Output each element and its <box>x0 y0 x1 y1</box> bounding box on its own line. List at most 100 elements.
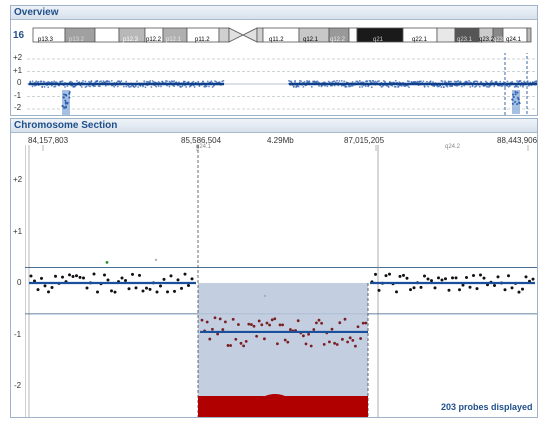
probe-dot <box>493 283 496 287</box>
probe-dot-loss <box>268 323 271 327</box>
overview-probe-dot <box>381 85 384 88</box>
overview-probe-dot <box>517 101 520 104</box>
overview-probe-dot <box>361 85 364 88</box>
probe-dot <box>176 278 180 282</box>
probe-dot-loss <box>200 318 204 322</box>
overview-probe-dot <box>290 80 293 83</box>
overview-probe-dot <box>133 86 136 89</box>
overview-probe-dot <box>76 80 78 82</box>
overview-ytick-plus2: +2 <box>13 53 23 62</box>
probe-dot <box>131 272 134 276</box>
overview-probe-dot <box>358 79 361 82</box>
overview-probe-dot <box>300 80 302 83</box>
band-label-q21: q21 <box>373 37 384 43</box>
overview-probe-dot <box>438 85 440 88</box>
probe-dot-loss <box>356 325 360 329</box>
overview-probe-dot <box>151 80 154 82</box>
overview-probe-dot <box>516 103 519 106</box>
probe-dot <box>159 284 162 288</box>
overview-probe-dot <box>41 86 44 88</box>
overview-probe-dot <box>94 85 96 88</box>
probe-dot-loss <box>281 323 284 327</box>
chromosome-number: 16 <box>13 30 25 41</box>
overview-plot[interactable] <box>27 53 537 115</box>
probe-dot-loss <box>216 332 220 336</box>
overview-probe-dot <box>144 86 147 89</box>
probe-dot-loss <box>242 344 246 348</box>
probe-dot <box>96 290 99 294</box>
overview-probe-dot <box>336 79 338 82</box>
overview-probe-dot <box>326 85 329 88</box>
overview-probe-dot <box>441 80 444 83</box>
overview-probe-dot <box>53 80 56 83</box>
overview-probe-dot <box>185 86 188 88</box>
probe-dot-loss <box>304 342 308 346</box>
overview-probe-dot <box>324 84 326 87</box>
overview-probe-dot <box>104 84 107 87</box>
section-plot[interactable] <box>25 145 537 417</box>
overview-probe-dot <box>517 86 520 88</box>
probe-dot-loss <box>250 323 253 326</box>
probe-dot <box>29 274 33 278</box>
probe-dot <box>475 287 479 291</box>
band-label-q23-2: q23.2 <box>479 37 495 43</box>
probe-dot-loss <box>333 341 336 345</box>
overview-probe-dot <box>343 80 346 83</box>
probe-dot-loss <box>330 327 334 331</box>
overview-probe-dot <box>489 81 492 83</box>
overview-probe-dot <box>302 85 305 88</box>
overview-probe-dot <box>512 95 515 98</box>
overview-probe-dot <box>125 85 128 88</box>
overview-probe-dot <box>514 101 517 104</box>
overview-probe-dot <box>471 85 474 88</box>
overview-probe-dot <box>427 85 430 88</box>
overview-header: Overview <box>11 6 537 20</box>
overview-probe-dot <box>522 85 524 88</box>
probe-dot <box>43 284 47 288</box>
probe-dot-loss <box>265 321 269 325</box>
overview-probe-dot <box>61 104 64 107</box>
probe-dot-loss <box>346 340 349 344</box>
overview-probe-dot <box>222 79 225 82</box>
overview-probe-dot <box>193 86 196 88</box>
overview-probe-dot <box>391 85 394 87</box>
overview-probe-dot <box>444 80 446 83</box>
overview-probe-dot <box>192 80 195 83</box>
section-ytick-minus2: -2 <box>14 381 22 390</box>
probe-dot-loss <box>364 321 368 325</box>
band-label-p12-3: p12.3 <box>123 37 139 43</box>
probe-dot <box>190 277 194 281</box>
overview-probe-dot <box>210 80 213 83</box>
probe-dot <box>103 273 106 277</box>
probe-dot-outlier <box>154 258 158 261</box>
overview-ytick-zero: 0 <box>17 78 22 87</box>
probe-dot <box>82 276 85 280</box>
overview-probe-dot <box>64 99 67 102</box>
probe-dot <box>113 290 117 294</box>
probe-dot-loss <box>270 318 274 322</box>
overview-probe-dot <box>516 96 519 99</box>
probe-dot <box>124 278 127 282</box>
overview-probe-dot <box>345 85 348 88</box>
overview-probe-dot <box>108 80 111 83</box>
overview-probe-dot <box>457 79 460 82</box>
probe-dot <box>517 290 521 294</box>
overview-probe-dot <box>308 80 311 83</box>
probe-dot <box>162 277 166 281</box>
overview-probe-dot <box>89 85 92 88</box>
overview-probe-dot <box>440 86 443 88</box>
overview-probe-dot <box>528 84 530 87</box>
chromosome-ideogram[interactable] <box>11 24 539 54</box>
probe-dot-loss <box>341 337 344 341</box>
overview-probe-dot <box>149 80 152 82</box>
overview-probe-dot <box>68 96 71 99</box>
overview-selection-box <box>504 53 528 115</box>
overview-probe-dot <box>340 80 343 82</box>
overview-probe-dot <box>202 80 204 83</box>
overview-probe-dot <box>68 91 71 94</box>
probe-dot-loss <box>328 340 331 344</box>
overview-probe-dot <box>65 93 68 96</box>
overview-probe-dot <box>66 85 69 88</box>
overview-probe-dot <box>408 86 410 89</box>
probe-dot-loss <box>317 318 321 322</box>
